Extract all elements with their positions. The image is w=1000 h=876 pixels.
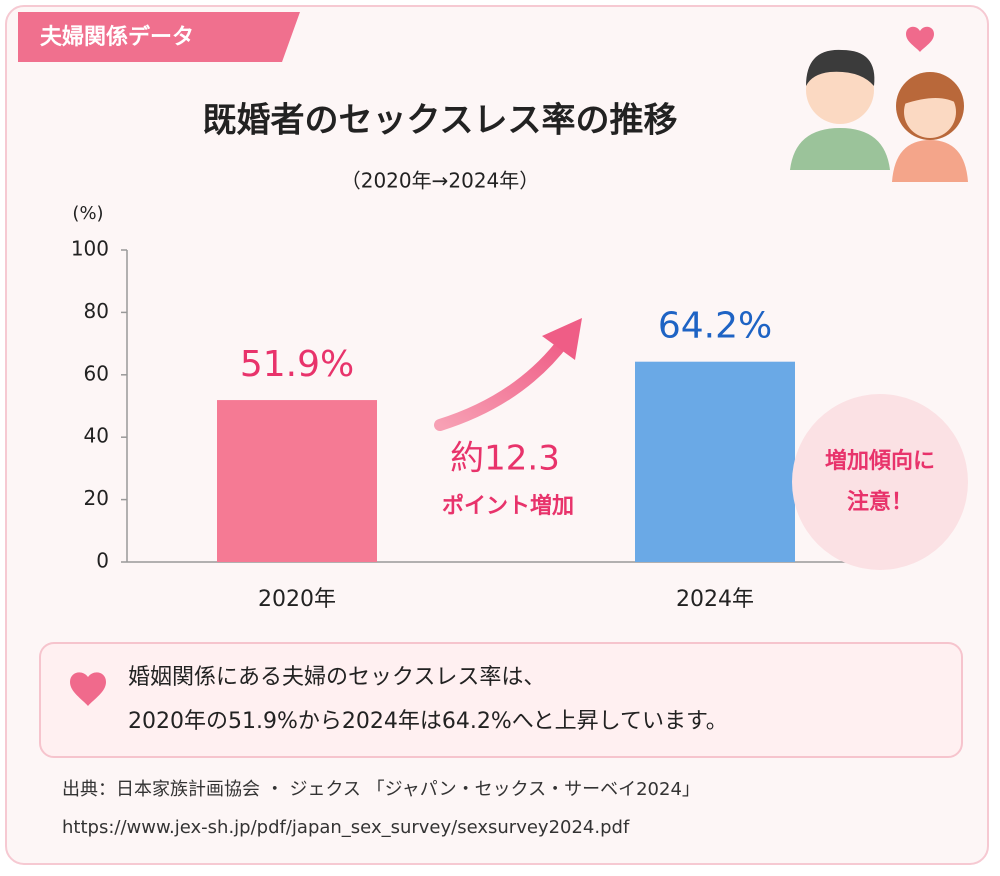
x-tick-label: 2024年: [676, 587, 754, 612]
chart-title: 既婚者のセックスレス率の推移: [203, 101, 678, 141]
y-tick-label: 20: [84, 486, 109, 510]
arrow-head: [542, 318, 582, 360]
y-tick-label: 60: [84, 361, 109, 385]
y-tick-label: 80: [84, 299, 109, 323]
callout-bubble: [792, 394, 968, 570]
annotation-value: 約12.3: [450, 439, 560, 479]
y-axis-label: (%): [72, 203, 103, 224]
bar: [217, 400, 377, 562]
value-label: 64.2%: [658, 306, 772, 347]
note-heart: [70, 672, 106, 706]
x-tick-label: 2020年: [258, 587, 336, 612]
note-text: 2020年の51.9%から2024年は64.2%へと上昇しています。: [128, 709, 728, 734]
plot-area: 0 20 40 60 80 100 2020年 51.9% 2024年 64.2%: [71, 237, 850, 612]
tag: 夫婦関係データ: [40, 24, 194, 50]
note-box: [39, 642, 963, 758]
couple-illustration: [790, 26, 968, 182]
tag-bg: [18, 12, 300, 62]
bar: [635, 361, 795, 562]
note-text: 婚姻関係にある夫婦のセックスレス率は、: [128, 665, 545, 690]
callout-text: 注意！: [847, 489, 913, 515]
y-tick-label: 100: [71, 237, 109, 261]
y-tick-label: 40: [84, 424, 109, 448]
callout-text: 増加傾向に: [825, 448, 935, 474]
annotation-text: ポイント増加: [442, 493, 574, 519]
chart-subtitle: （2020年→2024年）: [341, 169, 540, 193]
value-label: 51.9%: [240, 344, 354, 385]
source-url: https://www.jex-sh.jp/pdf/japan_sex_surv…: [62, 817, 630, 838]
y-tick-label: 0: [96, 549, 109, 573]
source-text: 出典：日本家族計画協会 ・ ジェクス 「ジャパン・セックス・サーベイ2024」: [62, 779, 700, 800]
increase-arrow: [434, 334, 571, 431]
